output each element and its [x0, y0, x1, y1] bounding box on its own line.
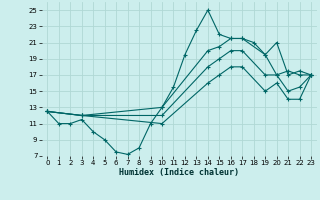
X-axis label: Humidex (Indice chaleur): Humidex (Indice chaleur): [119, 168, 239, 177]
